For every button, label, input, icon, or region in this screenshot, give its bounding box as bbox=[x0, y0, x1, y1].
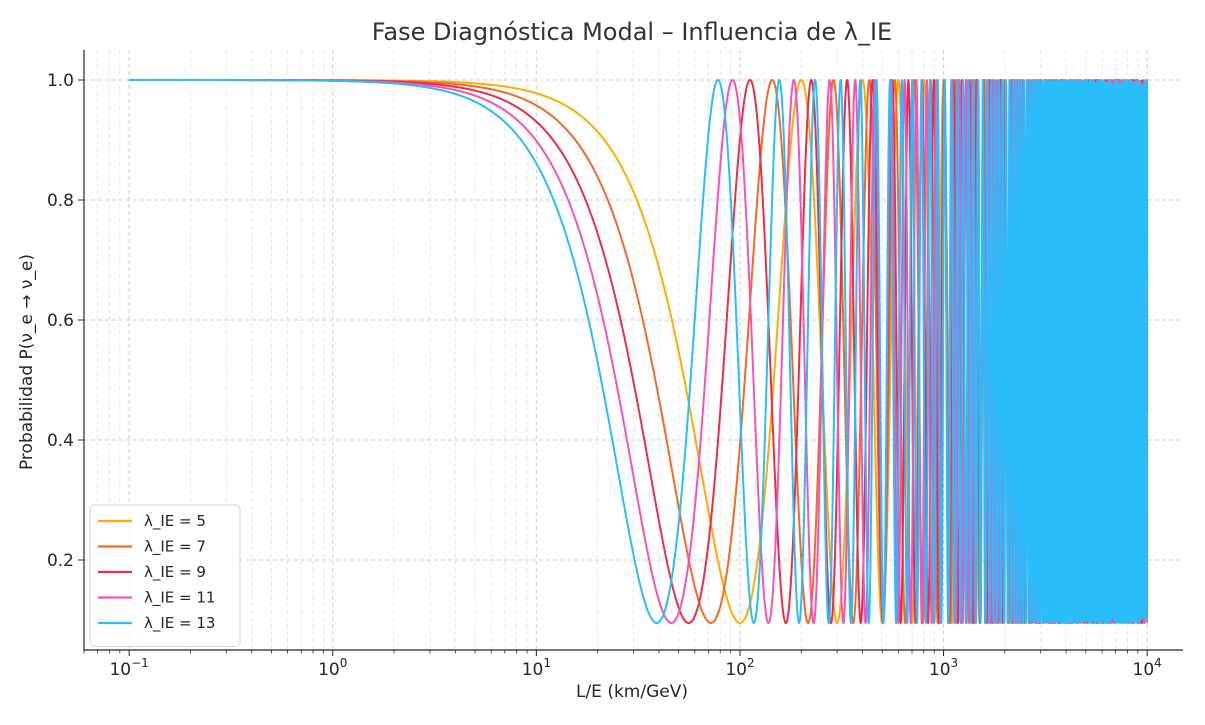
y-axis-label: Probabilidad P(ν_e → ν_e) bbox=[17, 254, 37, 470]
y-tick-label: 1.0 bbox=[47, 71, 74, 91]
tick-labels: 10−1 100 101 102 103 104 0.2 0.4 0.6 0.8 1.0 bbox=[47, 71, 1162, 680]
x-tick-label: 101 bbox=[522, 656, 551, 680]
legend-label: λ_IE = 13 bbox=[144, 614, 215, 633]
legend-box bbox=[89, 504, 241, 647]
x-tick-label: 104 bbox=[1133, 656, 1162, 680]
y-tick-label: 0.6 bbox=[47, 311, 74, 331]
legend-label: λ_IE = 9 bbox=[144, 563, 206, 582]
series-lines bbox=[128, 79, 1149, 624]
series-line-5 bbox=[128, 79, 1149, 624]
y-tick-label: 0.2 bbox=[47, 551, 74, 571]
legend-label: λ_IE = 11 bbox=[144, 589, 215, 608]
legend-label: λ_IE = 5 bbox=[144, 512, 206, 531]
chart-title: Fase Diagnóstica Modal – Influencia de λ… bbox=[372, 18, 892, 46]
x-tick-label: 10−1 bbox=[109, 656, 148, 680]
axes bbox=[78, 50, 1183, 656]
x-tick-label: 102 bbox=[725, 656, 754, 680]
y-tick-label: 0.4 bbox=[47, 431, 74, 451]
legend-label: λ_IE = 7 bbox=[144, 538, 206, 557]
y-tick-label: 0.8 bbox=[47, 191, 74, 211]
legend: λ_IE = 5 λ_IE = 7 λ_IE = 9 λ_IE = 11 λ_IE = … bbox=[89, 504, 241, 647]
x-tick-label: 103 bbox=[929, 656, 958, 680]
x-axis-label: L/E (km/GeV) bbox=[576, 682, 688, 702]
x-tick-label: 100 bbox=[318, 656, 347, 680]
